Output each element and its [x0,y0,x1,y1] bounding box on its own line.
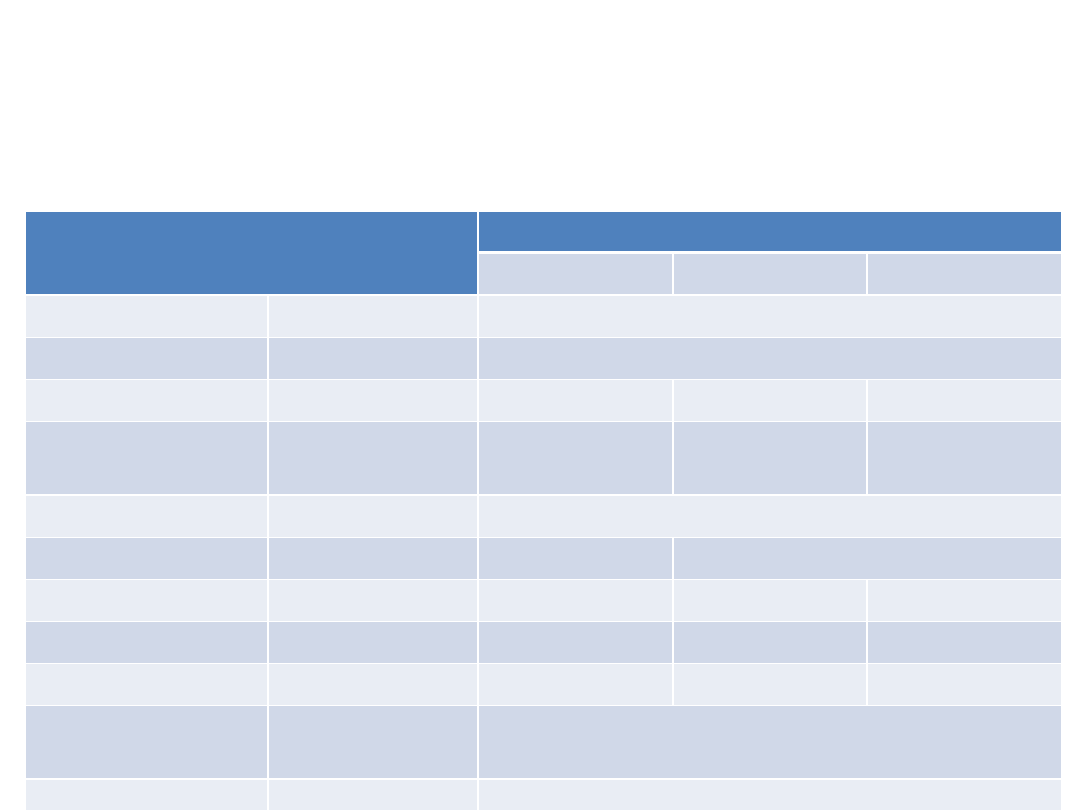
table-cell [26,664,267,705]
table-cell [269,380,477,421]
table-cell [269,664,477,705]
subheader-cell [868,254,1061,294]
table-cell [26,296,267,337]
table-cell [674,538,1061,579]
table-cell [674,664,866,705]
table-cell [868,664,1061,705]
table-cell [479,706,1061,778]
table-cell [26,780,267,810]
table-cell [26,538,267,579]
subheader-cell [674,254,866,294]
table-cell [479,296,1061,337]
subheader-cell [479,254,672,294]
table-cell [479,780,1061,810]
table-cell [269,706,477,778]
table-cell [674,422,866,494]
table-cell [868,380,1061,421]
table-cell [479,338,1061,379]
table-cell [269,496,477,537]
table-cell [269,422,477,494]
table-cell [26,380,267,421]
table-cell [479,538,672,579]
table-cell [479,380,672,421]
table-cell [26,580,267,621]
table-cell [479,496,1061,537]
table [26,212,1061,810]
table-cell [269,580,477,621]
table-cell [26,422,267,494]
table-cell [479,664,672,705]
table-cell [269,780,477,810]
header-cell [26,212,477,294]
table-cell [269,296,477,337]
table-cell [479,422,672,494]
table-cell [674,580,866,621]
table-cell [269,338,477,379]
table-cell [868,580,1061,621]
table-cell [868,622,1061,663]
header-cell [479,212,1061,251]
table-cell [26,706,267,778]
table-cell [26,496,267,537]
table-cell [269,622,477,663]
table-cell [26,338,267,379]
table-cell [269,538,477,579]
table-cell [479,622,672,663]
table-cell [26,622,267,663]
table-cell [868,422,1061,494]
table-cell [479,580,672,621]
table-cell [674,622,866,663]
table-cell [674,380,866,421]
